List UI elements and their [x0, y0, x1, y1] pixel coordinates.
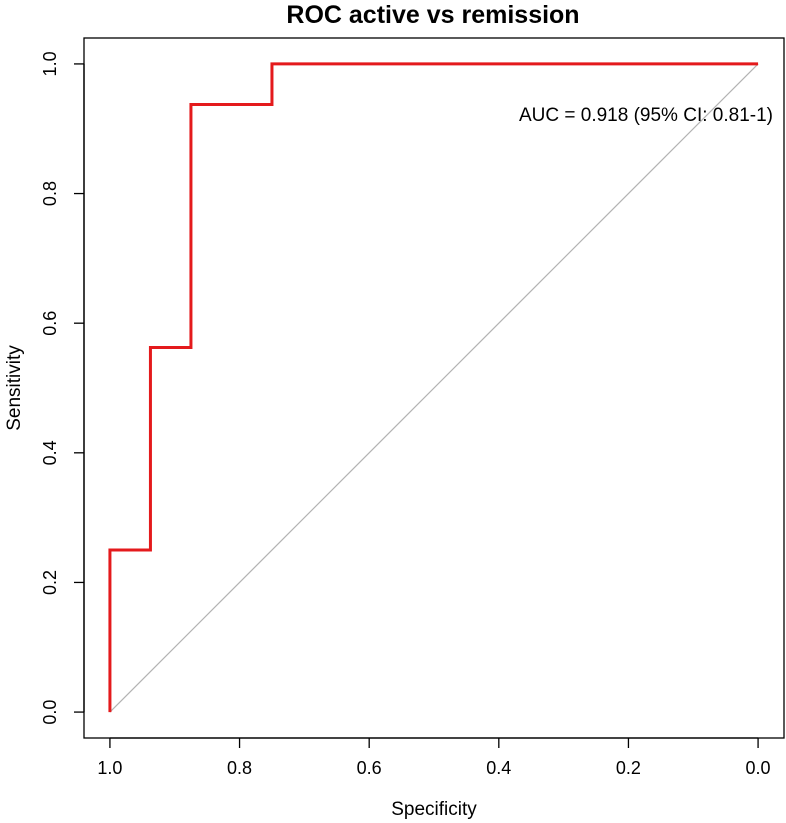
x-tick-label: 0.4 [486, 758, 511, 778]
y-tick-label: 0.2 [40, 570, 60, 595]
x-axis-label: Specificity [391, 799, 477, 820]
y-tick-label: 0.0 [40, 700, 60, 725]
auc-annotation: AUC = 0.918 (95% CI: 0.81-1) [519, 105, 773, 126]
x-tick-label: 0.0 [746, 758, 771, 778]
y-tick-label: 0.8 [40, 181, 60, 206]
roc-curve-line-0 [108, 62, 759, 713]
x-tick-label: 1.0 [97, 758, 122, 778]
y-tick-label: 0.6 [40, 311, 60, 336]
x-tick-label: 0.8 [227, 758, 252, 778]
y-axis: 0.0 0.2 0.4 0.6 0.8 1.0 [40, 51, 85, 725]
y-axis-label: Sensitivity [4, 345, 25, 431]
reference-diagonal-layer [109, 63, 759, 713]
reference-diagonal-line [109, 63, 759, 713]
x-tick-label: 0.2 [616, 758, 641, 778]
y-tick-label: 1.0 [40, 51, 60, 76]
chart-title: ROC active vs remission [286, 1, 579, 29]
x-axis: 1.0 0.8 0.6 0.4 0.2 0.0 [97, 737, 771, 778]
y-tick-label: 0.4 [40, 440, 60, 465]
x-tick-label: 0.6 [357, 758, 382, 778]
roc-curve-layer [108, 62, 759, 713]
